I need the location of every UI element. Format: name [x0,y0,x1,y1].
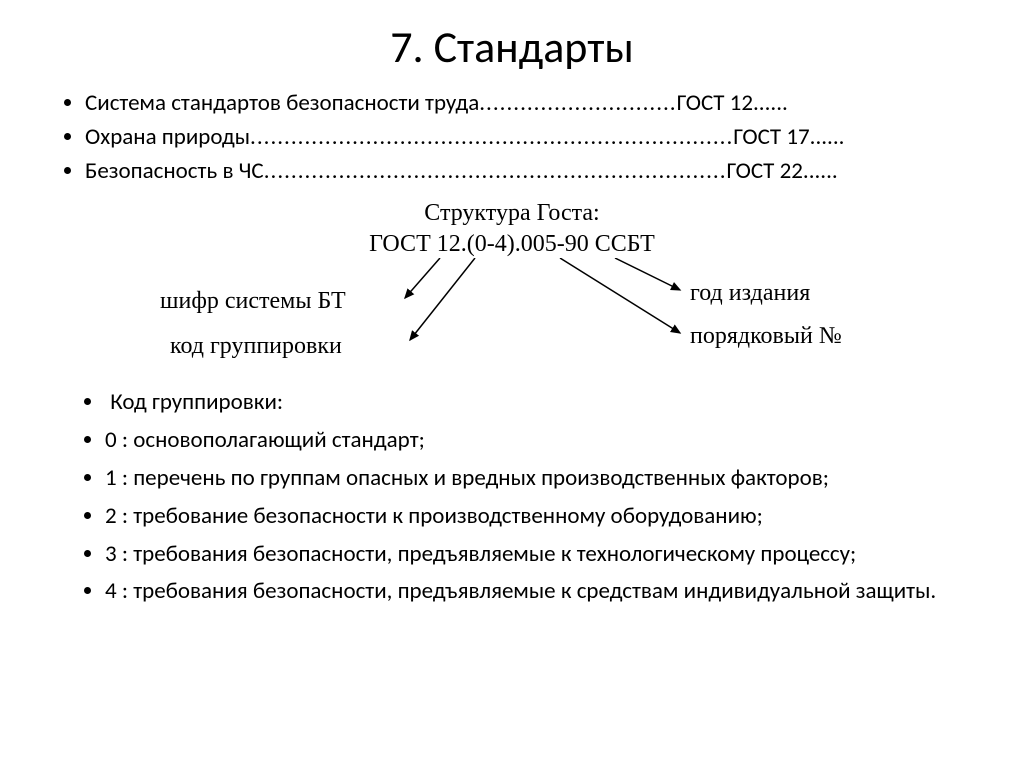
item-code: ГОСТ 22...... [727,157,838,185]
label-cipher: шифр системы БТ [160,288,346,315]
structure-line2: ГОСТ 12.(0-4).005-90 ССБТ [60,231,964,258]
group-code-list: Код группировки: 0 : основополагающий ст… [60,388,964,607]
item-text: Безопасность в ЧС [85,157,264,185]
list-item: 2 : требование безопасности к производст… [105,502,964,532]
page-title: 7. Стандарты [60,20,964,74]
item-text: Система стандартов безопасности труда [85,89,479,117]
list-item: Система стандартов безопасности труда ..… [85,89,964,117]
list-heading: Код группировки: [105,388,964,418]
item-text: Охрана природы [85,123,250,151]
list-item: Безопасность в ЧС ......................… [85,157,964,185]
list-item: 4 : требования безопасности, предъявляем… [105,577,964,607]
list-item: 0 : основополагающий стандарт; [105,426,964,456]
item-code: ГОСТ 17...... [733,123,844,151]
gost-list: Система стандартов безопасности труда ..… [60,89,964,185]
list-item: 3 : требования безопасности, предъявляем… [105,540,964,570]
structure-header: Структура Госта: ГОСТ 12.(0-4).005-90 СС… [60,200,964,258]
structure-diagram: шифр системы БТ код группировки год изда… [60,258,964,368]
label-seq-num: порядковый № [690,323,842,350]
item-dots: ............................. [479,89,676,117]
label-year: год издания [690,280,810,307]
label-group-code: код группировки [170,333,342,360]
list-item: Охрана природы .........................… [85,123,964,151]
item-code: ГОСТ 12...... [677,89,788,117]
item-dots: ........................................… [264,157,727,185]
structure-line1: Структура Госта: [60,200,964,227]
list-item: 1 : перечень по группам опасных и вредны… [105,464,964,494]
item-dots: ........................................… [250,123,733,151]
